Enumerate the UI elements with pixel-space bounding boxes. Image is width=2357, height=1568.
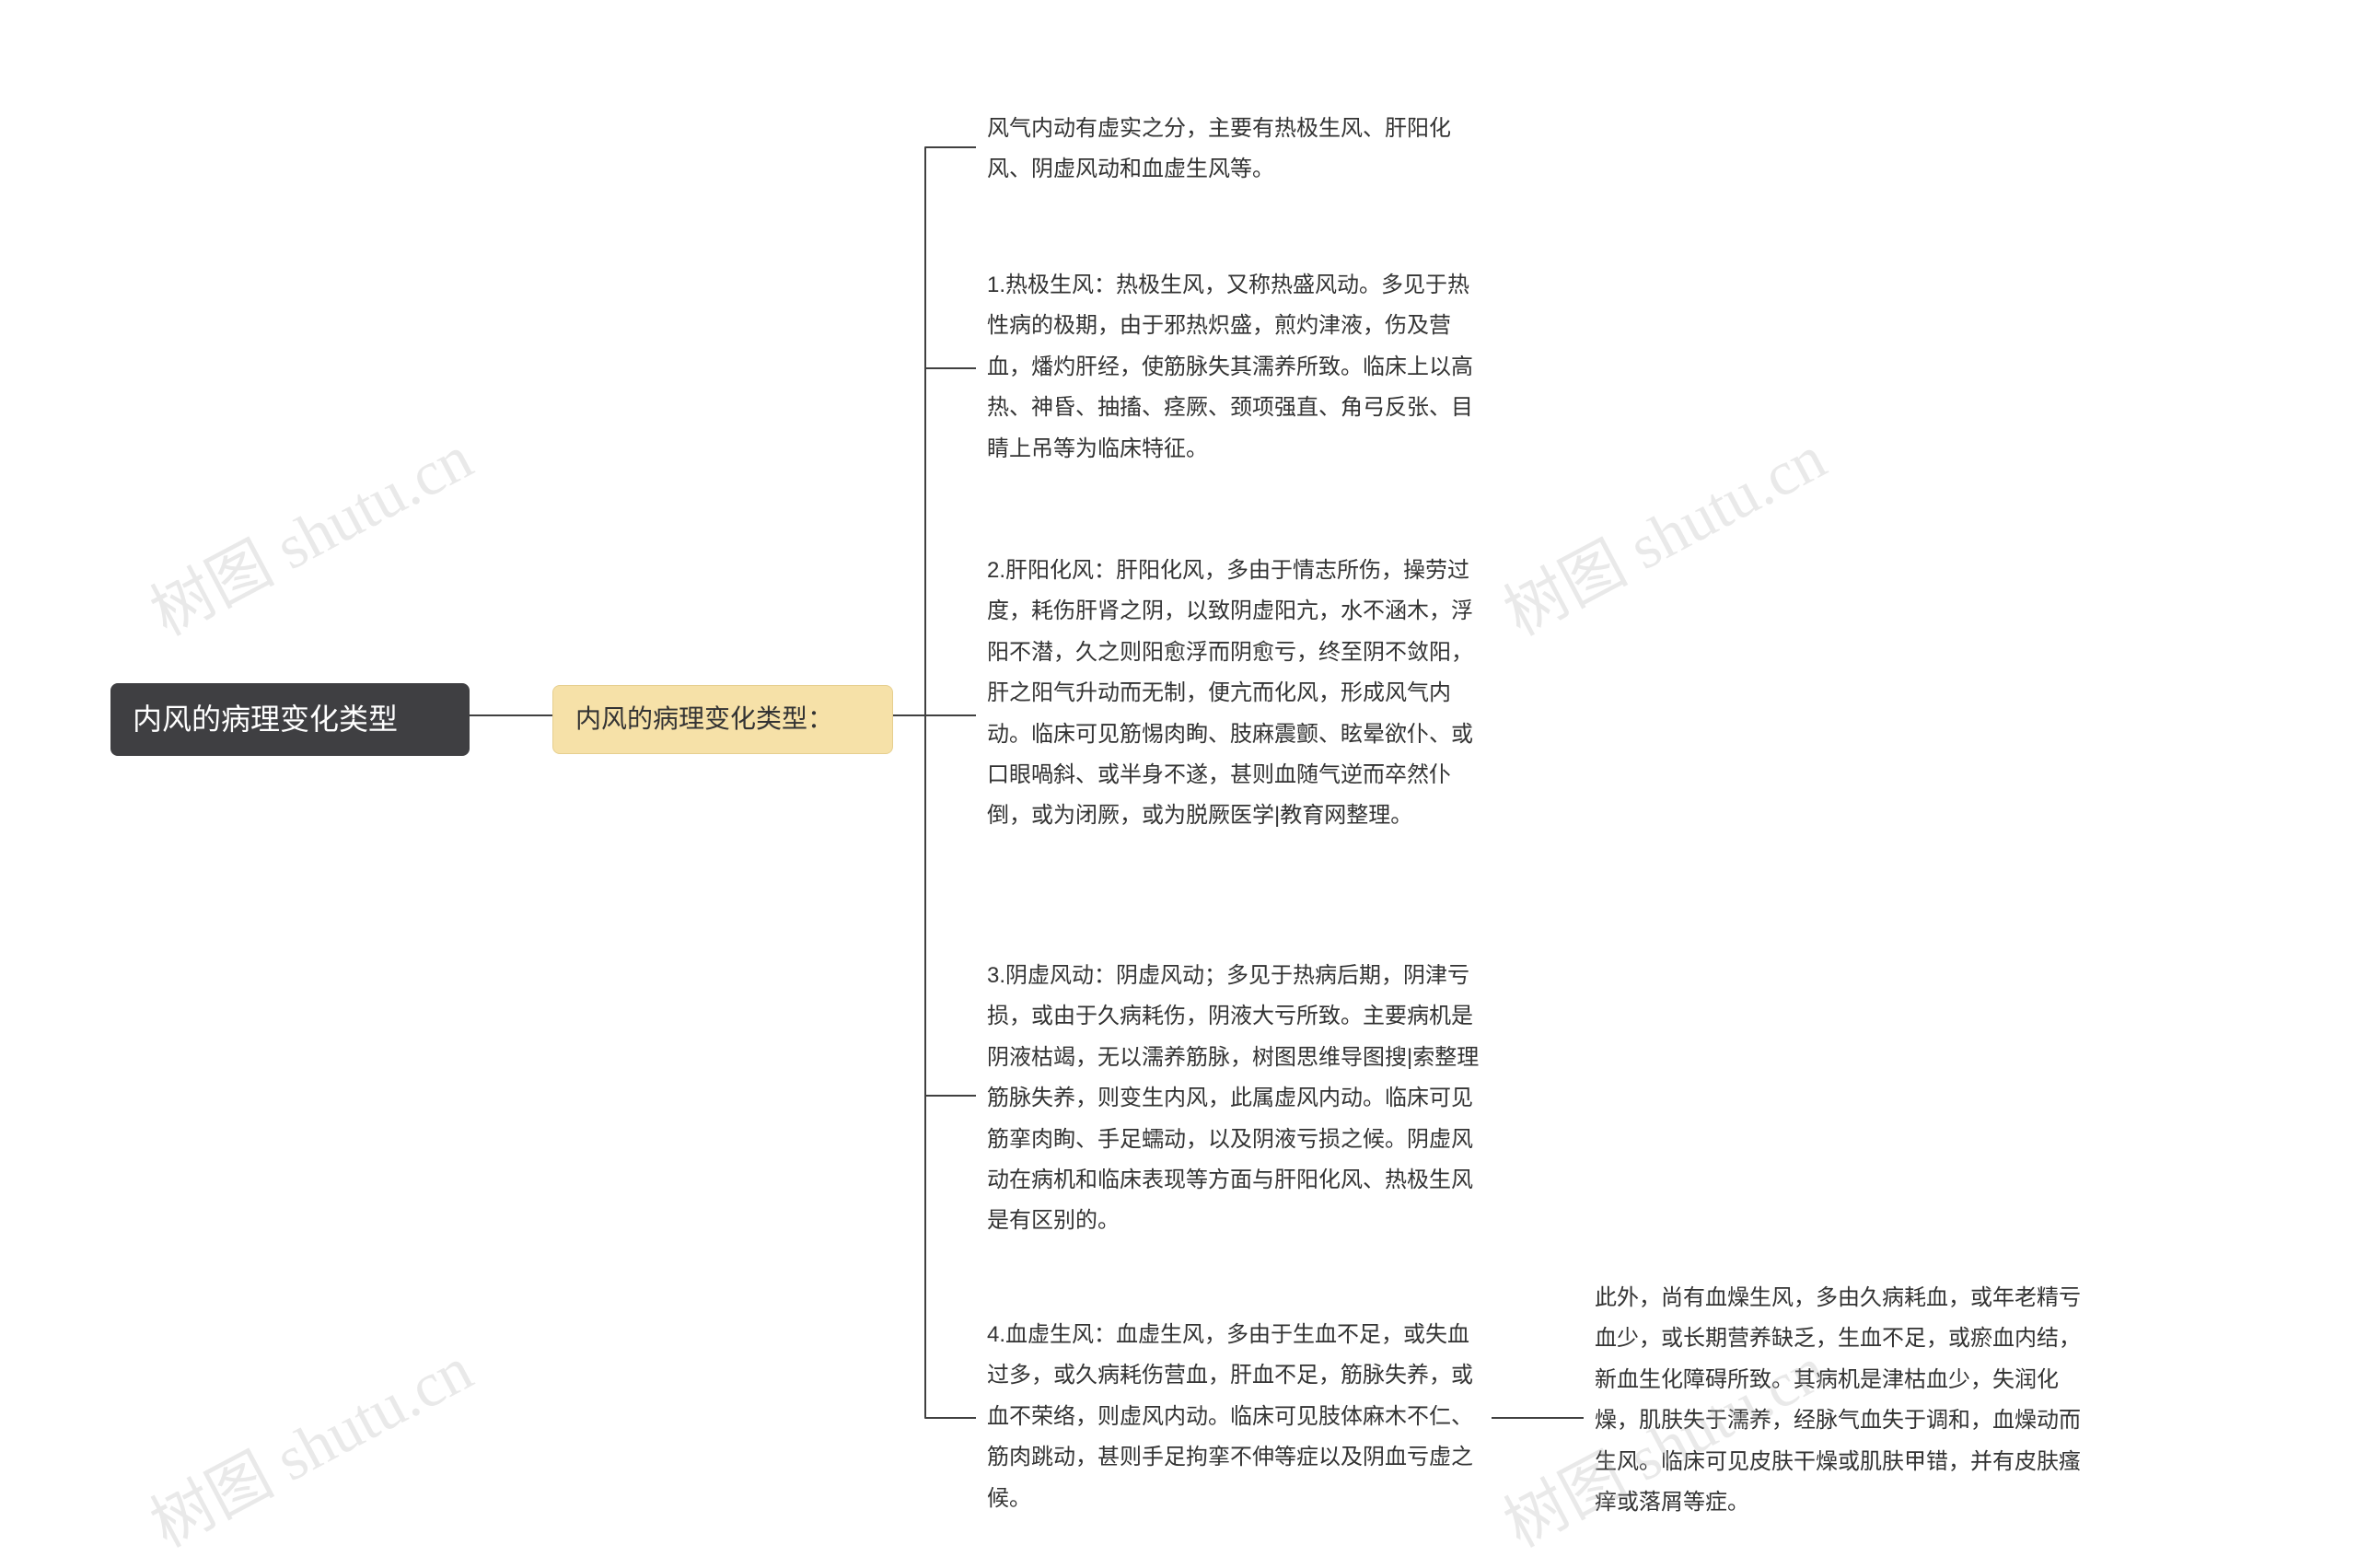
level1-node[interactable]: 内风的病理变化类型： [552, 685, 893, 754]
leaf-4[interactable]: 4.血虚生风：血虚生风，多由于生血不足，或失血过多，或久病耗伤营血，肝血不足，筋… [976, 1307, 1492, 1527]
leaf-4-1[interactable]: 此外，尚有血燥生风，多由久病耗血，或年老精亏血少，或长期营养缺乏，生血不足，或瘀… [1584, 1271, 2099, 1530]
leaf-intro[interactable]: 风气内动有虚实之分，主要有热极生风、肝阳化风、阴虚风动和血虚生风等。 [976, 101, 1492, 198]
leaf-3[interactable]: 3.阴虚风动：阴虚风动；多见于热病后期，阴津亏损，或由于久病耗伤，阴液大亏所致。… [976, 948, 1492, 1249]
leaf-2[interactable]: 2.肝阳化风：肝阳化风，多由于情志所伤，操劳过度，耗伤肝肾之阴，以致阴虚阳亢，水… [976, 543, 1492, 844]
watermark: 树图 shutu.cn [1486, 407, 1839, 653]
root-node[interactable]: 内风的病理变化类型 [110, 683, 470, 756]
leaf-1[interactable]: 1.热极生风：热极生风，又称热盛风动。多见于热性病的极期，由于邪热炽盛，煎灼津液… [976, 258, 1492, 477]
mindmap-canvas: 内风的病理变化类型 内风的病理变化类型： 风气内动有虚实之分，主要有热极生风、肝… [0, 0, 2357, 1568]
watermark: 树图 shutu.cn [133, 1318, 485, 1564]
watermark: 树图 shutu.cn [133, 407, 485, 653]
